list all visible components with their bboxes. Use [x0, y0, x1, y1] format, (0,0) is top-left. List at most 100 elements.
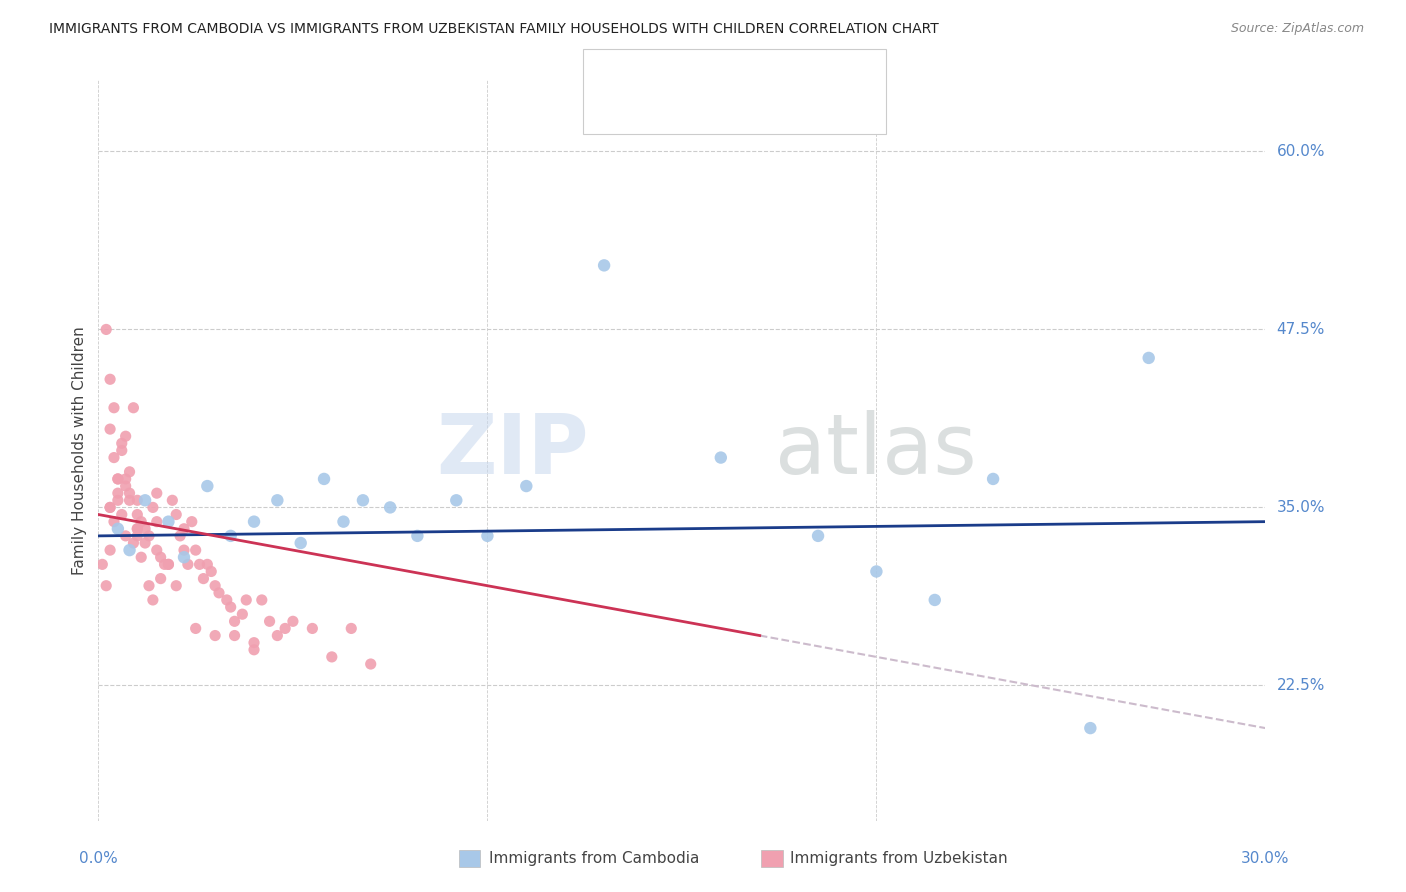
Point — [103, 401, 125, 415]
Point — [122, 536, 145, 550]
Point — [710, 450, 733, 465]
Point — [195, 479, 218, 493]
Point — [111, 443, 134, 458]
Text: 60.0%: 60.0% — [1277, 144, 1324, 159]
Text: R =: R = — [630, 64, 664, 78]
Point — [477, 529, 499, 543]
Point — [195, 558, 218, 572]
Text: ZIP: ZIP — [436, 410, 589, 491]
Point — [243, 635, 266, 649]
Text: 47.5%: 47.5% — [1277, 322, 1324, 337]
Point — [243, 515, 266, 529]
Point — [266, 628, 288, 642]
Point — [224, 615, 246, 629]
Point — [807, 529, 830, 543]
Point — [103, 515, 125, 529]
Point — [142, 593, 165, 607]
Point — [231, 607, 253, 622]
Point — [1137, 351, 1160, 365]
Point — [114, 472, 136, 486]
Point — [157, 558, 180, 572]
Point — [149, 572, 172, 586]
Point — [281, 615, 304, 629]
Point — [332, 515, 354, 529]
Point — [127, 529, 149, 543]
Text: 35.0%: 35.0% — [1277, 500, 1324, 515]
Point — [96, 579, 118, 593]
Point — [122, 401, 145, 415]
Point — [142, 500, 165, 515]
Point — [107, 472, 129, 486]
Point — [114, 429, 136, 443]
Text: R =: R = — [630, 100, 664, 114]
Point — [146, 515, 169, 529]
Point — [107, 522, 129, 536]
Point — [91, 558, 114, 572]
Text: IMMIGRANTS FROM CAMBODIA VS IMMIGRANTS FROM UZBEKISTAN FAMILY HOUSEHOLDS WITH CH: IMMIGRANTS FROM CAMBODIA VS IMMIGRANTS F… — [49, 22, 939, 37]
Text: N =: N = — [731, 100, 765, 114]
Text: Immigrants from Uzbekistan: Immigrants from Uzbekistan — [790, 851, 1008, 865]
Point — [219, 600, 242, 615]
Point — [169, 529, 191, 543]
Point — [204, 628, 226, 642]
Point — [301, 622, 323, 636]
Point — [274, 622, 297, 636]
Text: 0.055: 0.055 — [672, 64, 720, 78]
Point — [593, 259, 616, 273]
Point — [180, 515, 202, 529]
Point — [290, 536, 312, 550]
Point — [98, 500, 121, 515]
Point — [118, 543, 141, 558]
Point — [103, 450, 125, 465]
Text: 26: 26 — [766, 64, 787, 78]
Point — [312, 472, 335, 486]
Point — [219, 529, 242, 543]
Text: Immigrants from Cambodia: Immigrants from Cambodia — [489, 851, 700, 865]
Point — [446, 493, 468, 508]
Point — [114, 529, 136, 543]
Point — [173, 522, 195, 536]
Point — [98, 372, 121, 386]
Point — [259, 615, 281, 629]
Point — [129, 550, 152, 565]
Text: atlas: atlas — [775, 410, 977, 491]
Point — [515, 479, 537, 493]
Point — [193, 572, 215, 586]
Point — [118, 465, 141, 479]
Point — [134, 522, 156, 536]
Point — [981, 472, 1004, 486]
Point — [114, 479, 136, 493]
Text: N =: N = — [731, 64, 765, 78]
Point — [127, 522, 149, 536]
Point — [224, 628, 246, 642]
Point — [208, 586, 231, 600]
Point — [127, 493, 149, 508]
Point — [111, 436, 134, 450]
Point — [406, 529, 429, 543]
Point — [184, 543, 207, 558]
Point — [165, 508, 187, 522]
Point — [177, 558, 200, 572]
Point — [204, 579, 226, 593]
Point — [200, 565, 222, 579]
Point — [146, 486, 169, 500]
Text: 30.0%: 30.0% — [1241, 851, 1289, 866]
Point — [157, 515, 180, 529]
Point — [98, 500, 121, 515]
Point — [98, 422, 121, 436]
Point — [243, 642, 266, 657]
Point — [352, 493, 374, 508]
Point — [134, 493, 156, 508]
Point — [138, 579, 160, 593]
Text: 82: 82 — [766, 100, 787, 114]
Point — [134, 536, 156, 550]
Point — [924, 593, 946, 607]
Point — [380, 500, 402, 515]
Point — [96, 322, 118, 336]
Point — [149, 550, 172, 565]
Text: Source: ZipAtlas.com: Source: ZipAtlas.com — [1230, 22, 1364, 36]
Point — [165, 579, 187, 593]
Point — [118, 486, 141, 500]
Point — [111, 508, 134, 522]
Point — [184, 622, 207, 636]
